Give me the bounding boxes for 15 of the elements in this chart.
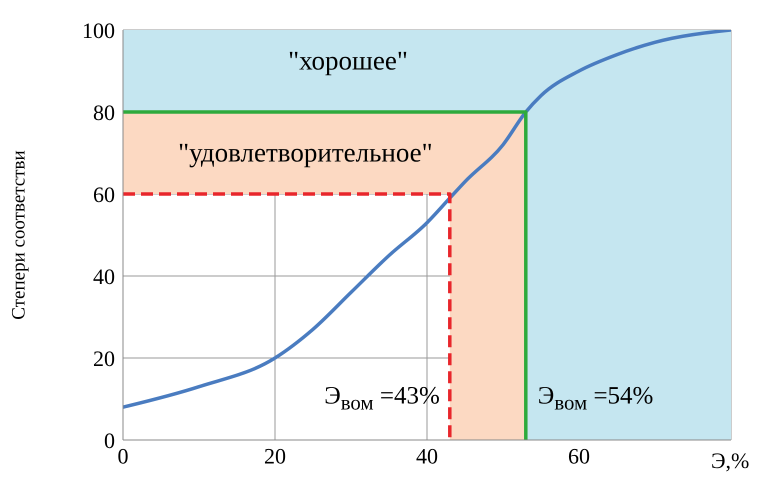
x-tick-label: 60 (568, 444, 590, 469)
y-tick-label: 60 (93, 182, 115, 207)
x-axis-title: Э,% (711, 448, 750, 474)
x-tick-label: 40 (416, 444, 438, 469)
x-tick-label: 20 (264, 444, 286, 469)
annotation: Э$_{вом}$ =43% (324, 382, 440, 416)
y-axis-title: Степери соответстви (8, 150, 30, 320)
y-tick-label: 0 (104, 428, 115, 453)
y-tick-label: 20 (93, 346, 115, 371)
y-tick-label: 40 (93, 264, 115, 289)
y-tick-label: 100 (82, 18, 115, 43)
annotation: Э$_{вом}$ =54% (538, 382, 654, 416)
y-tick-label: 80 (93, 100, 115, 125)
annotation: "удовлетворительное" (178, 138, 433, 168)
annotation: "хорошее" (288, 45, 408, 76)
